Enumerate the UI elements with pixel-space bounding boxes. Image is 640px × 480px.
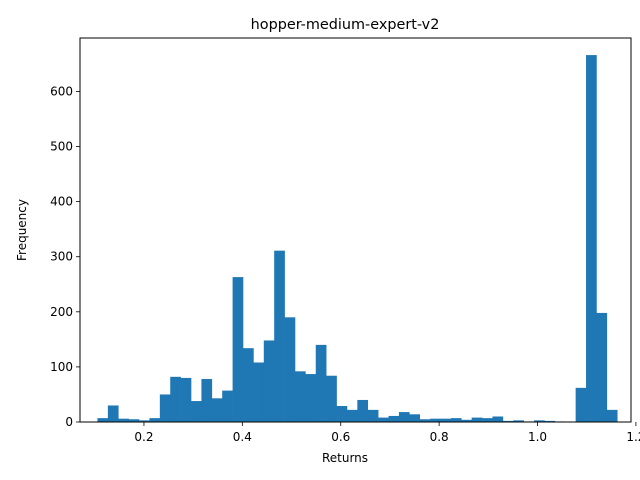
histogram-bar (575, 387, 587, 422)
y-tick-label: 300 (50, 250, 73, 264)
histogram-bar (284, 317, 296, 422)
histogram-bar (388, 415, 400, 422)
histogram-bar (450, 418, 462, 422)
histogram-bar (586, 55, 597, 422)
histogram-bar (326, 375, 337, 422)
x-tick-label: 0.4 (233, 430, 252, 444)
histogram-bar (440, 418, 452, 422)
histogram-bar (159, 394, 171, 422)
x-tick-label: 0.6 (331, 430, 350, 444)
y-tick-label: 600 (50, 84, 73, 98)
y-tick-label: 0 (65, 415, 73, 429)
histogram-bar (263, 340, 275, 422)
histogram-bar (191, 401, 202, 422)
y-tick-label: 100 (50, 360, 73, 374)
histogram-bar (201, 379, 213, 422)
histogram-bar (315, 344, 327, 422)
histogram-bar (107, 405, 119, 422)
histogram-bar (357, 399, 369, 422)
histogram-bar (502, 420, 514, 422)
histogram-bar (294, 371, 306, 422)
x-tick-label: 0.2 (134, 430, 153, 444)
x-axis-label: Returns (322, 451, 368, 465)
y-axis-ticks: 0 100 200 300 400 500 600 (50, 84, 80, 429)
y-tick-label: 400 (50, 195, 73, 209)
histogram-bar (471, 417, 483, 422)
histogram-bar (243, 348, 254, 422)
histogram-bars (97, 55, 618, 422)
histogram-bar (336, 406, 348, 422)
x-tick-label: 1.2 (626, 430, 640, 444)
histogram-bar (346, 409, 358, 422)
histogram-bar (606, 409, 618, 422)
histogram-bar (232, 277, 244, 422)
histogram-bar (149, 418, 161, 422)
histogram-bar (97, 418, 109, 422)
x-tick-label: 0.8 (430, 430, 449, 444)
histogram-bar (409, 414, 421, 422)
histogram-bar (128, 419, 140, 422)
x-tick-label: 1.0 (528, 430, 547, 444)
histogram-bar (534, 420, 545, 422)
y-tick-label: 200 (50, 305, 73, 319)
histogram-bar (253, 362, 265, 422)
x-axis-ticks: 0.2 0.4 0.6 0.8 1.0 1.2 (134, 422, 640, 444)
histogram-bar (274, 250, 285, 422)
histogram-bar (461, 419, 472, 422)
histogram-bar (430, 418, 441, 422)
histogram-bar (305, 374, 317, 422)
histogram-bar (170, 376, 181, 422)
histogram-bar (513, 420, 524, 422)
plot-area-frame (79, 37, 632, 423)
y-tick-label: 500 (50, 140, 73, 154)
chart-title: hopper-medium-expert-v2 (251, 17, 440, 33)
y-axis-label: Frequency (15, 199, 29, 261)
histogram-bar (211, 398, 223, 422)
histogram-bar (139, 420, 150, 422)
histogram-bar (544, 420, 556, 422)
histogram-bar (222, 390, 233, 422)
histogram-bar (378, 417, 389, 422)
histogram-bar (419, 419, 431, 422)
histogram-bar (482, 418, 493, 422)
histogram-bar (492, 416, 504, 422)
histogram-bar (118, 418, 129, 422)
histogram-bar (398, 412, 410, 422)
histogram-bar (596, 312, 608, 422)
histogram-bar (180, 377, 192, 422)
histogram-bar (367, 409, 379, 422)
